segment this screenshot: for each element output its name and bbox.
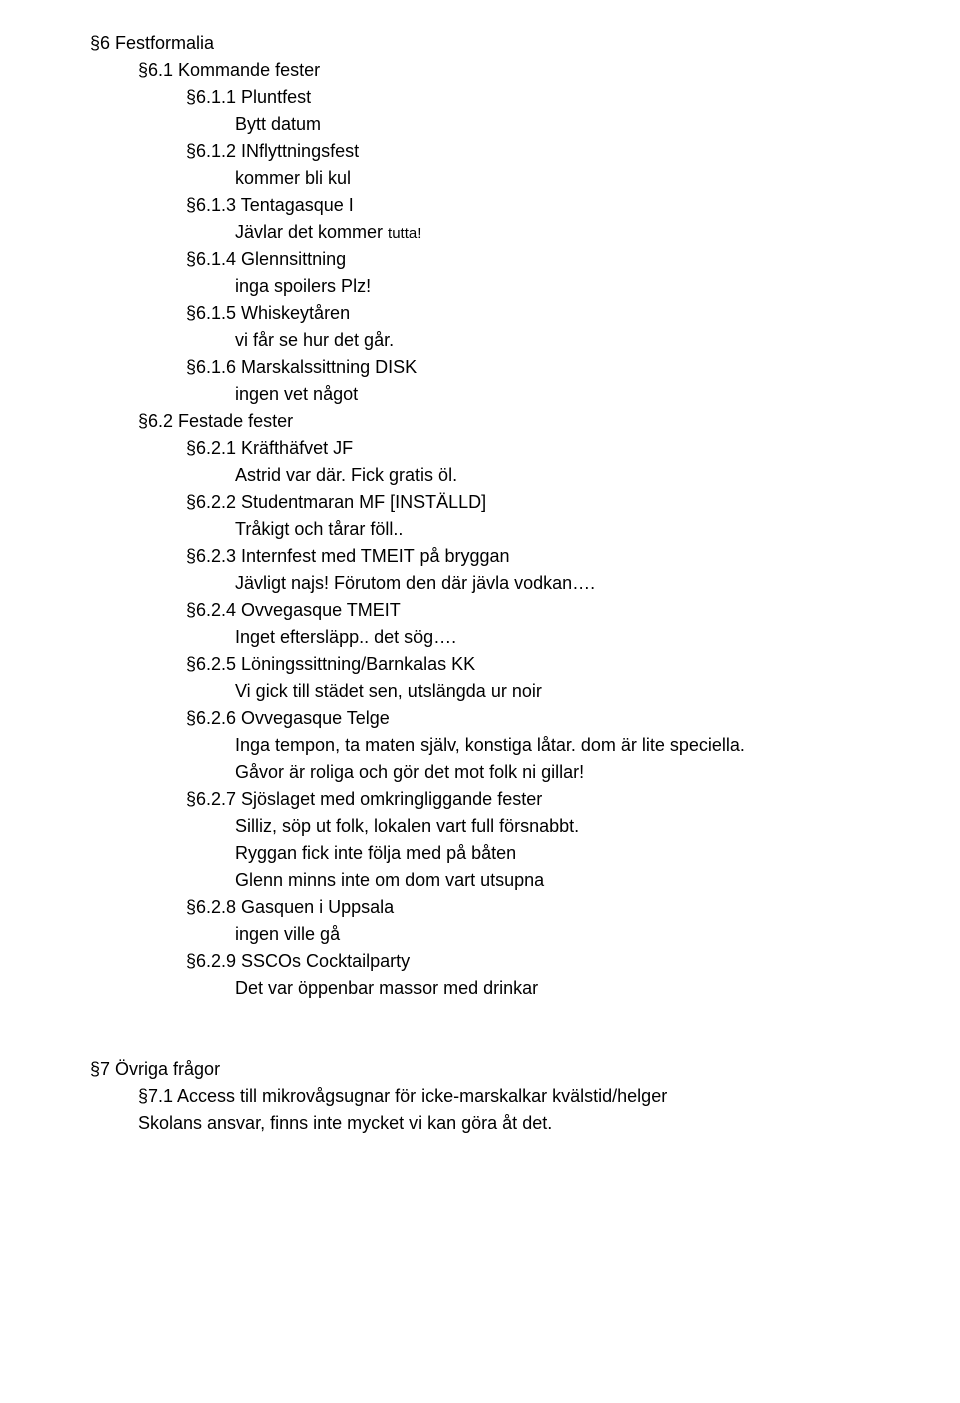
item-body: Gåvor är roliga och gör det mot folk ni … bbox=[235, 759, 870, 786]
item-heading: §6.2.4 Ovvegasque TMEIT bbox=[186, 597, 870, 624]
item-body: Skolans ansvar, finns inte mycket vi kan… bbox=[138, 1110, 870, 1137]
item-body: Silliz, söp ut folk, lokalen vart full f… bbox=[235, 813, 870, 840]
item-body: ingen vet något bbox=[235, 381, 870, 408]
item-body: Inget eftersläpp.. det sög…. bbox=[235, 624, 870, 651]
body-text: Jävlar det kommer bbox=[235, 222, 388, 242]
item-heading: §6.2.8 Gasquen i Uppsala bbox=[186, 894, 870, 921]
item-body: Inga tempon, ta maten själv, konstiga lå… bbox=[235, 732, 870, 759]
item-heading: §6.2.5 Löningssittning/Barnkalas KK bbox=[186, 651, 870, 678]
item-heading: §6.2.7 Sjöslaget med omkringliggande fes… bbox=[186, 786, 870, 813]
item-body: Tråkigt och tårar föll.. bbox=[235, 516, 870, 543]
section-6-1-title: §6.1 Kommande fester bbox=[138, 57, 870, 84]
section-6-2-title: §6.2 Festade fester bbox=[138, 408, 870, 435]
item-body: Jävlar det kommer tutta! bbox=[235, 219, 870, 246]
item-body: Vi gick till städet sen, utslängda ur no… bbox=[235, 678, 870, 705]
item-body: Astrid var där. Fick gratis öl. bbox=[235, 462, 870, 489]
item-heading: §6.1.1 Pluntfest bbox=[186, 84, 870, 111]
body-small: tutta! bbox=[388, 225, 421, 242]
section-spacer bbox=[90, 1002, 870, 1056]
item-heading: §6.1.2 INflyttningsfest bbox=[186, 138, 870, 165]
item-body: Det var öppenbar massor med drinkar bbox=[235, 975, 870, 1002]
item-heading: §6.1.3 Tentagasque I bbox=[186, 192, 870, 219]
item-body: Ryggan fick inte följa med på båten bbox=[235, 840, 870, 867]
item-heading: §6.2.9 SSCOs Cocktailparty bbox=[186, 948, 870, 975]
section-6-title: §6 Festformalia bbox=[90, 30, 870, 57]
item-body: kommer bli kul bbox=[235, 165, 870, 192]
item-body: ingen ville gå bbox=[235, 921, 870, 948]
item-heading: §6.2.2 Studentmaran MF [INSTÄLLD] bbox=[186, 489, 870, 516]
item-heading: §6.1.5 Whiskeytåren bbox=[186, 300, 870, 327]
item-heading: §6.1.4 Glennsittning bbox=[186, 246, 870, 273]
section-7-1-title: §7.1 Access till mikrovågsugnar för icke… bbox=[138, 1083, 870, 1110]
item-body: Jävligt najs! Förutom den där jävla vodk… bbox=[235, 570, 870, 597]
item-body: inga spoilers Plz! bbox=[235, 273, 870, 300]
item-heading: §6.2.6 Ovvegasque Telge bbox=[186, 705, 870, 732]
item-body: vi får se hur det går. bbox=[235, 327, 870, 354]
item-heading: §6.2.1 Kräfthäfvet JF bbox=[186, 435, 870, 462]
item-heading: §6.1.6 Marskalssittning DISK bbox=[186, 354, 870, 381]
section-7-title: §7 Övriga frågor bbox=[90, 1056, 870, 1083]
item-body: Glenn minns inte om dom vart utsupna bbox=[235, 867, 870, 894]
item-body: Bytt datum bbox=[235, 111, 870, 138]
item-heading: §6.2.3 Internfest med TMEIT på bryggan bbox=[186, 543, 870, 570]
